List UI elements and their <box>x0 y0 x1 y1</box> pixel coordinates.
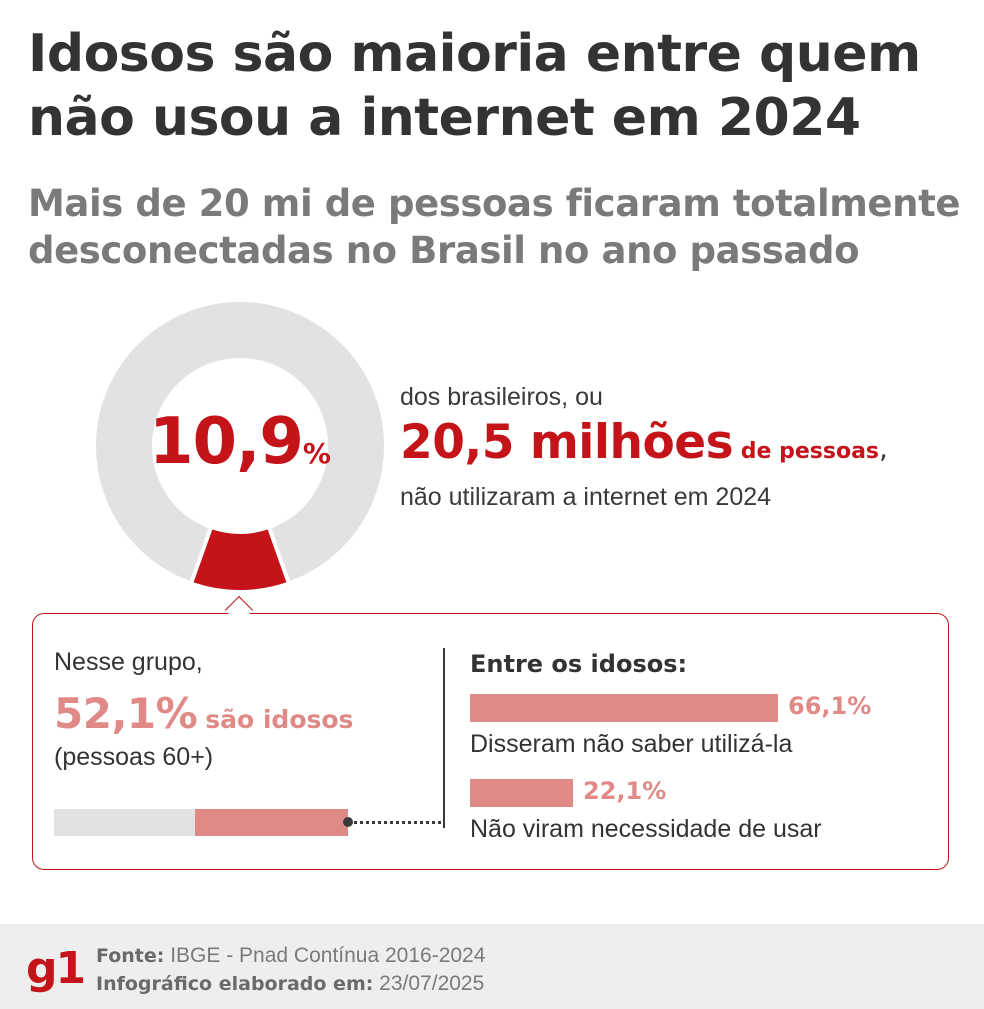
stat-line-3: não utilizaram a internet em 2024 <box>400 483 772 511</box>
connector-dot <box>343 817 353 827</box>
date-text: 23/07/2025 <box>373 972 485 995</box>
donut-percent-number: 10,9 <box>149 405 304 479</box>
source-line: Fonte: IBGE - Pnad Contínua 2016-2024 <box>96 942 485 970</box>
bar-no-need <box>470 779 573 807</box>
group-share-value: 52,1% <box>54 689 198 738</box>
chart-title: Idosos são maioria entre quem não usou a… <box>28 24 921 148</box>
share-bar-track <box>54 809 348 836</box>
group-summary: Nesse grupo, 52,1% são idosos (pessoas 60… <box>54 645 414 774</box>
g1-logo: g1 <box>26 943 86 994</box>
bar-value-no-need: 22,1% <box>582 777 667 805</box>
source-text: IBGE - Pnad Contínua 2016-2024 <box>164 944 486 967</box>
donut-percent-symbol: % <box>302 437 331 470</box>
bar-label-no-need: Não viram necessidade de usar <box>470 815 822 843</box>
donut-center-value: 10,9% <box>100 405 380 479</box>
group-share-label: são idosos <box>205 705 354 734</box>
donut-chart <box>96 302 384 590</box>
stat-count-number: 20,5 milhões <box>400 415 734 470</box>
donut-separator <box>266 526 291 585</box>
bar-dont-know-how <box>470 694 779 722</box>
group-intro: Nesse grupo, <box>54 648 203 676</box>
footer-bar <box>0 924 984 1009</box>
donut-separator <box>189 526 214 585</box>
group-share: 52,1% são idosos <box>54 689 414 738</box>
footer-credits: Fonte: IBGE - Pnad Contínua 2016-2024 In… <box>96 942 485 998</box>
stat-count-comma: , <box>879 432 888 465</box>
bar-value-dont-know-how: 66,1% <box>788 692 872 720</box>
bar-label-dont-know-how: Disseram não saber utilizá-la <box>470 730 793 758</box>
panel-divider <box>443 648 445 828</box>
date-line: Infográfico elaborado em: 23/07/2025 <box>96 970 485 998</box>
share-bar-fill <box>194 809 348 836</box>
elderly-breakdown: Entre os idosos: 66,1% Disseram não sabe… <box>470 648 940 843</box>
donut-segment-offline <box>191 528 289 590</box>
stat-count-unit: de pessoas <box>733 439 880 464</box>
elderly-heading: Entre os idosos: <box>470 650 688 678</box>
date-label: Infográfico elaborado em: <box>96 973 374 995</box>
source-label: Fonte: <box>96 945 165 967</box>
group-note: (pessoas 60+) <box>54 743 214 771</box>
headline-stat: dos brasileiros, ou 20,5 milhões de pess… <box>400 380 980 512</box>
stat-line-1: dos brasileiros, ou <box>400 383 603 411</box>
connector-dotted-line <box>349 821 441 824</box>
chart-subtitle: Mais de 20 mi de pessoas ficaram totalme… <box>28 182 961 272</box>
stat-count: 20,5 milhões de pessoas, <box>400 414 980 482</box>
